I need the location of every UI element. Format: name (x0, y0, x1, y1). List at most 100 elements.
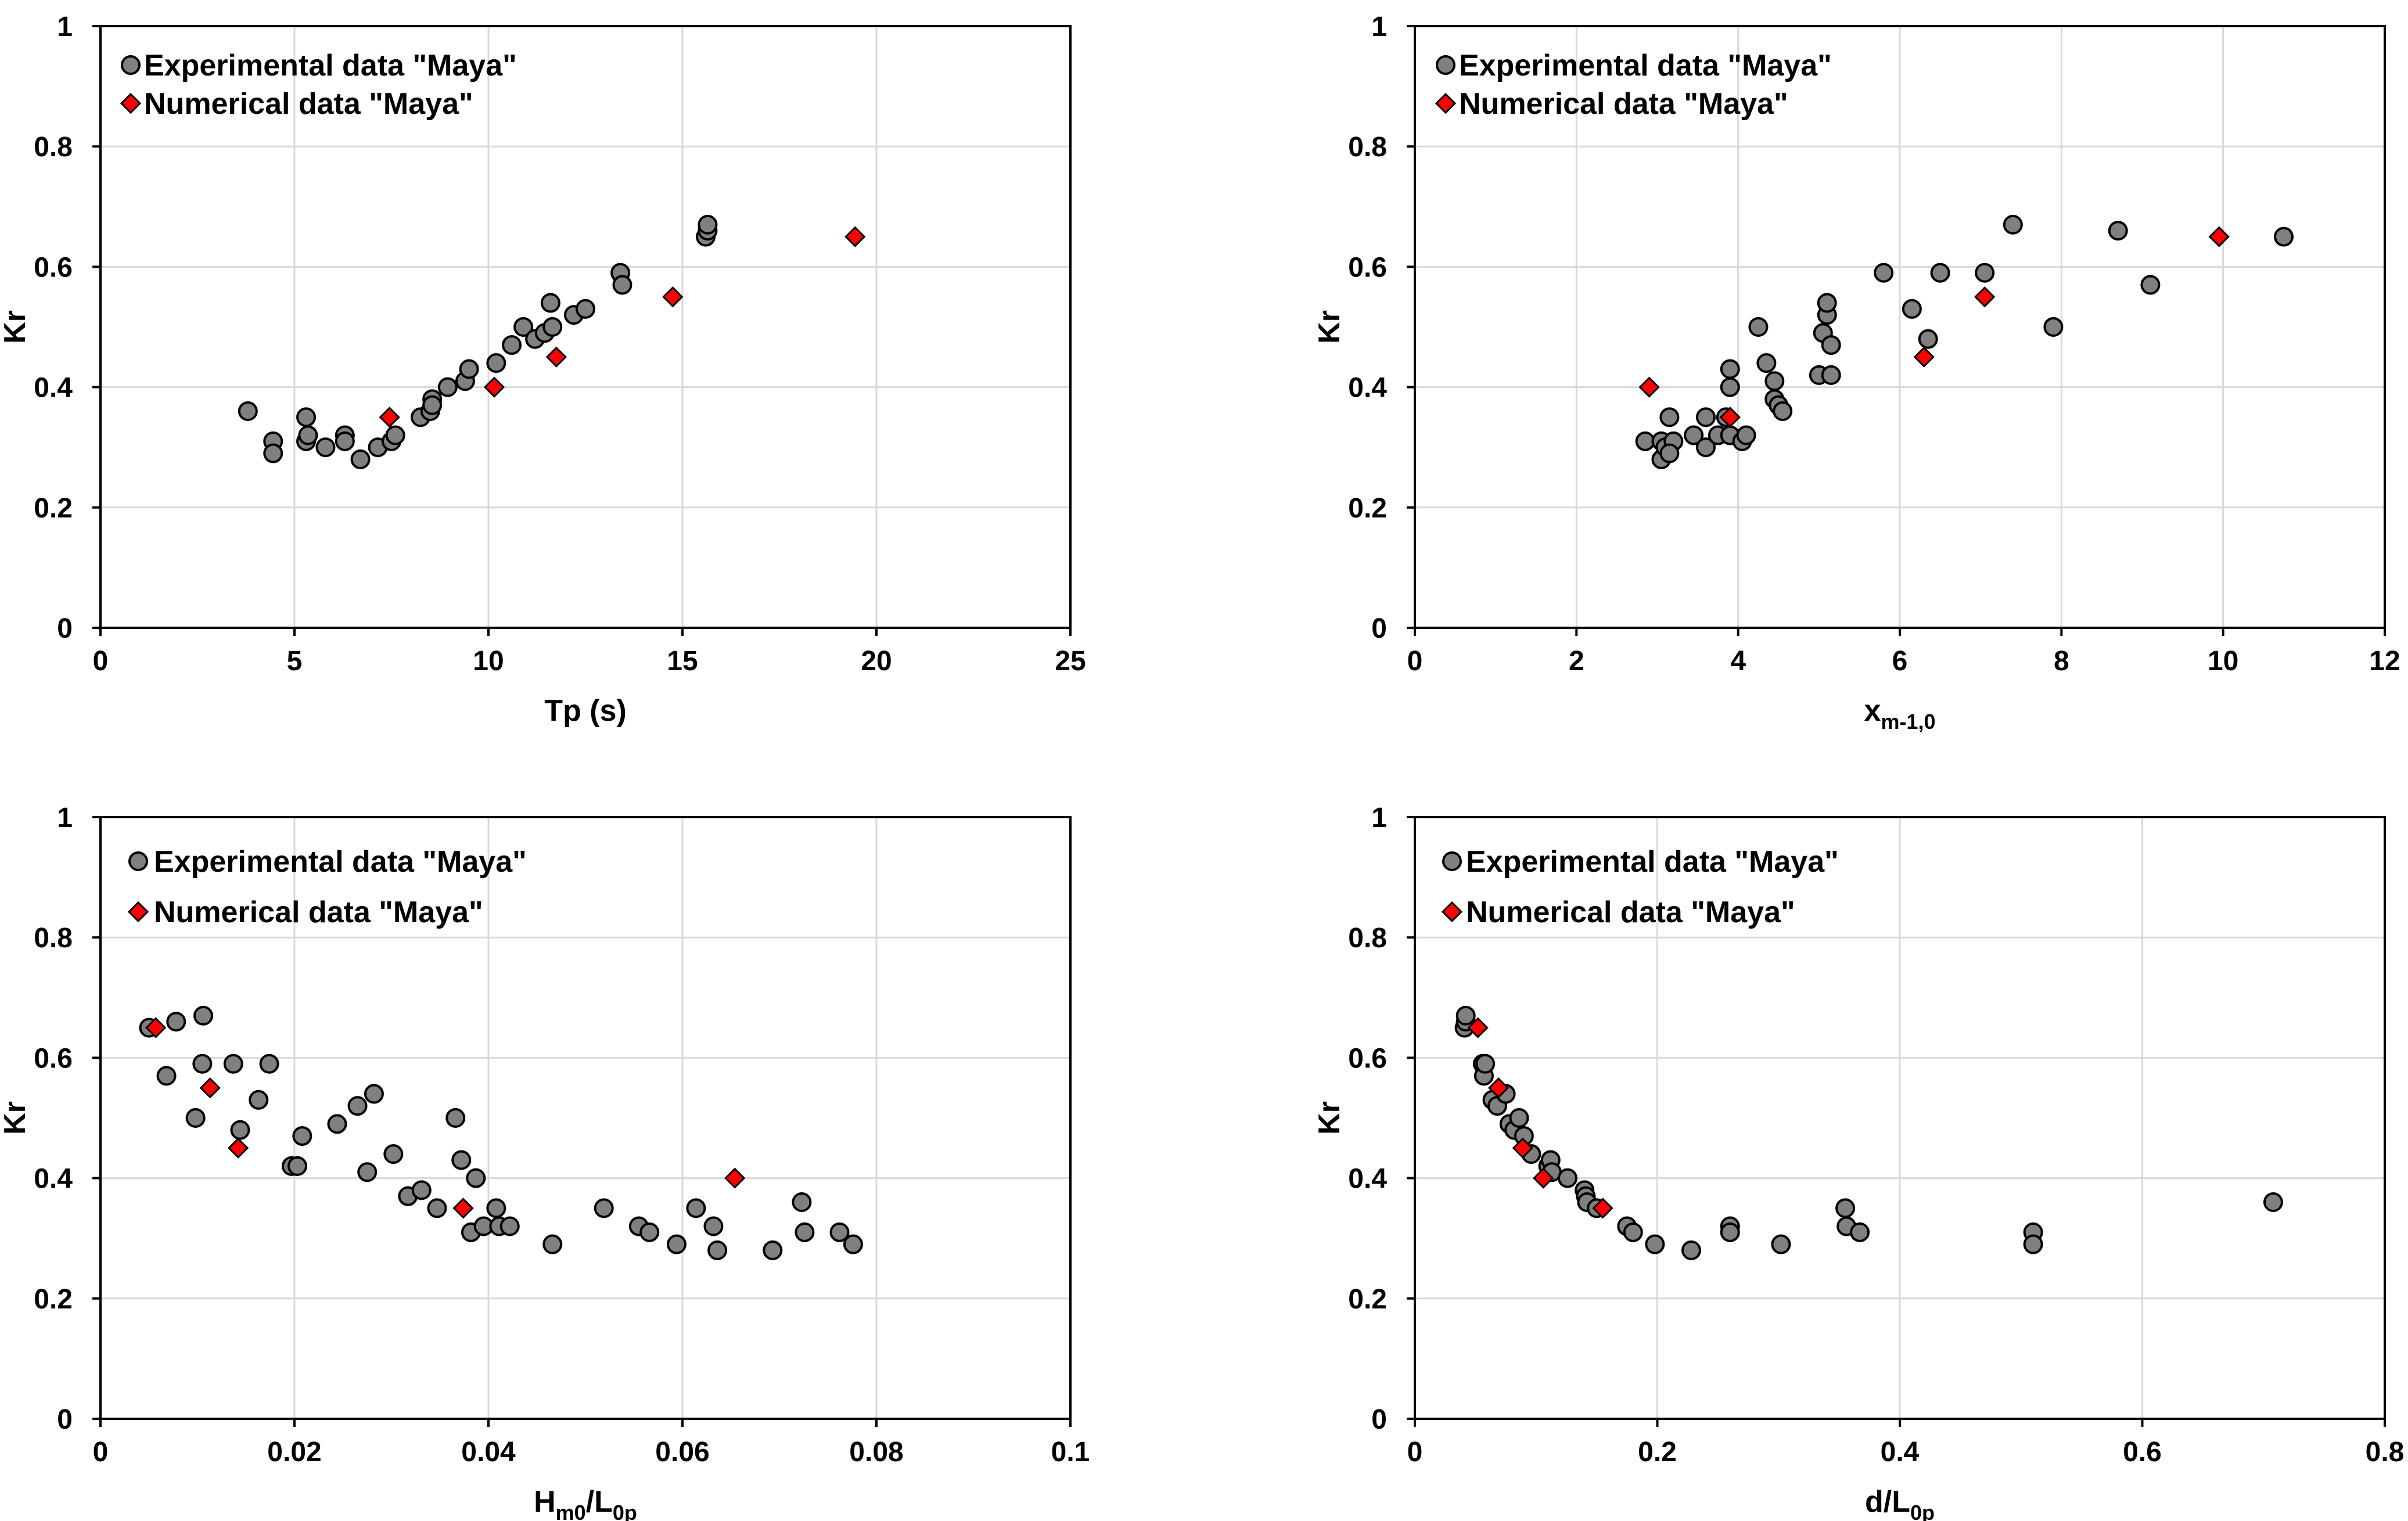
x-axis-label: Tp (s) (544, 694, 627, 728)
experimental-data-point (2140, 275, 2161, 295)
y-axis-label: Kr (1313, 1101, 1346, 1135)
numerical-data-point (2208, 226, 2230, 247)
experimental-data-point (1509, 1108, 1529, 1128)
experimental-data-point (364, 1084, 384, 1104)
legend-label: Experimental data "Maya" (154, 845, 527, 879)
experimental-data-point (451, 1150, 472, 1170)
y-tick-label: 0.4 (34, 1164, 73, 1195)
x-tick-label: 12 (2369, 646, 2400, 677)
plot-area-frame (99, 25, 1072, 629)
numerical-data-point (199, 1077, 221, 1099)
experimental-data-point (1756, 353, 1777, 373)
experimental-series (139, 1005, 863, 1260)
experimental-data-point (1696, 437, 1716, 458)
y-tick-label: 0.2 (34, 493, 73, 524)
experimental-data-point (238, 401, 258, 422)
experimental-data-point (1659, 443, 1680, 463)
numerical-data-point (1487, 1077, 1510, 1099)
y-tick-label: 0 (57, 1404, 73, 1435)
numerical-data-point (1913, 346, 1935, 368)
x-tick-label: 0.4 (1881, 1437, 1920, 1468)
experimental-data-point (287, 1156, 308, 1176)
x-tick-label: 5 (287, 646, 303, 677)
legend-label: Numerical data "Maya" (1466, 896, 1795, 929)
experimental-data-point (1635, 431, 1655, 451)
y-tick-label: 1 (57, 12, 73, 42)
legend-diamond-icon (127, 901, 149, 923)
numerical-data-point (228, 1137, 249, 1159)
experimental-data-point (259, 1053, 279, 1074)
x-tick-label: 20 (861, 646, 892, 677)
experimental-data-point (1681, 1240, 1701, 1260)
experimental-data-point (707, 1240, 728, 1260)
legend-circle-icon (1436, 55, 1455, 75)
y-tick-label: 0.6 (1348, 1043, 1387, 1074)
x-axis-label: Hm0/L0p (534, 1485, 637, 1521)
experimental-data-point (1918, 329, 1938, 349)
numerical-data-point (545, 346, 567, 368)
numerical-series (145, 1017, 746, 1219)
numerical-series (379, 226, 866, 428)
experimental-data-point (347, 1096, 368, 1116)
legend-circle-icon (128, 851, 148, 871)
chart-panel-3: 0 0.02 0.04 0.06 0.08 0.1 0 0.2 0.4 0.6 0.8 1 Kr Hm0/… (0, 803, 1090, 1521)
y-tick-label: 0.2 (1348, 1284, 1387, 1315)
experimental-data-point (1874, 263, 1894, 283)
experimental-data-point (437, 377, 458, 397)
experimental-data-point (459, 359, 479, 379)
legend-label: Experimental data "Maya" (1466, 845, 1839, 879)
experimental-data-point (513, 317, 534, 337)
experimental-data-point (686, 1198, 706, 1218)
experimental-data-point (1623, 1222, 1643, 1242)
numerical-data-point (1592, 1198, 1613, 1219)
experimental-data-point (1817, 293, 1837, 313)
x-tick-label: 6 (1892, 646, 1908, 677)
experimental-data-point (1736, 425, 1756, 445)
y-tick-label: 1 (57, 803, 73, 833)
x-tick-label: 0 (1407, 646, 1423, 677)
y-tick-label: 0.4 (1348, 1164, 1387, 1195)
experimental-data-point (2043, 317, 2064, 337)
x-tick-label: 0.06 (655, 1437, 709, 1468)
x-tick-label: 0.02 (267, 1437, 321, 1468)
chart-panel-2: 0 2 4 6 8 10 12 0 0.2 0.4 0.6 0.8 1 Kr xm-1,0 Experimen… (1313, 12, 2400, 733)
legend-diamond-icon (1441, 901, 1463, 923)
experimental-data-point (1720, 377, 1740, 397)
y-tick-label: 0.4 (1348, 373, 1387, 404)
legend-label: Experimental data "Maya" (144, 49, 517, 82)
y-tick-label: 0.6 (34, 1043, 73, 1074)
numerical-data-point (1974, 286, 1996, 308)
y-tick-label: 0.8 (34, 923, 73, 954)
experimental-data-point (2108, 221, 2128, 241)
experimental-data-point (192, 1053, 213, 1074)
experimental-data-point (540, 293, 560, 313)
experimental-data-point (594, 1198, 614, 1218)
experimental-data-point (1821, 335, 1841, 355)
y-tick-label: 1 (1371, 803, 1387, 833)
experimental-data-point (2003, 214, 2023, 235)
experimental-data-point (639, 1222, 660, 1242)
experimental-data-point (350, 449, 371, 469)
experimental-data-point (1773, 401, 1793, 422)
numerical-data-point (662, 286, 684, 308)
experimental-data-point (612, 275, 632, 295)
y-tick-label: 0 (57, 613, 73, 644)
legend-label: Numerical data "Maya" (144, 87, 473, 121)
experimental-data-point (795, 1222, 815, 1242)
x-tick-label: 8 (2054, 646, 2069, 677)
x-tick-label: 0.8 (2366, 1437, 2405, 1468)
experimental-data-point (1835, 1198, 1856, 1218)
y-tick-label: 0.4 (34, 373, 73, 404)
experimental-data-point (383, 1144, 404, 1164)
chart-panel-4: 0 0.2 0.4 0.6 0.8 0 0.2 0.4 0.6 0.8 1 Kr d/L0p Experi… (1313, 803, 2404, 1521)
legend-label: Experimental data "Maya" (1459, 49, 1832, 82)
x-tick-label: 0.1 (1051, 1437, 1090, 1468)
x-tick-label: 10 (473, 646, 504, 677)
y-tick-label: 1 (1371, 12, 1387, 42)
y-tick-label: 0.2 (1348, 493, 1387, 524)
y-tick-label: 0.8 (1348, 132, 1387, 163)
experimental-data-point (542, 317, 563, 337)
x-tick-label: 0 (1407, 1437, 1423, 1468)
legend-label: Numerical data "Maya" (154, 896, 483, 929)
